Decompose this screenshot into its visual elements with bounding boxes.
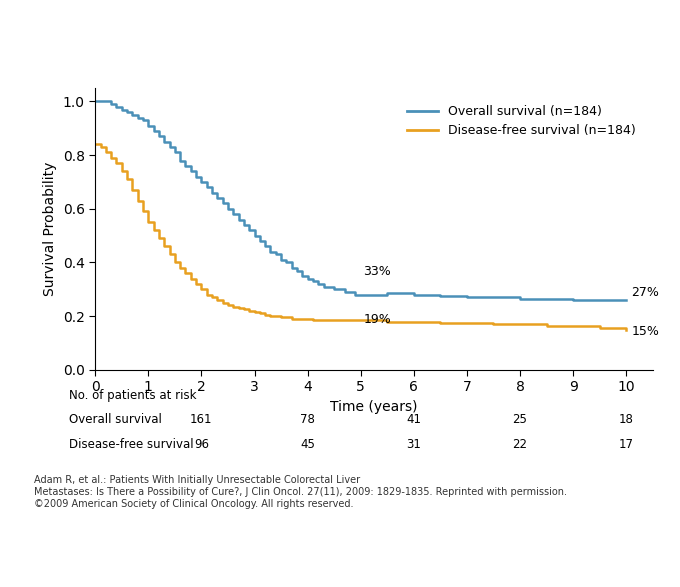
Line: Disease-free survival (n=184): Disease-free survival (n=184): [95, 144, 626, 329]
Line: Overall survival (n=184): Overall survival (n=184): [95, 102, 626, 300]
Overall survival (n=184): [410, 291, 418, 298]
Text: 78: 78: [300, 413, 315, 426]
Text: 161: 161: [190, 413, 213, 426]
Overall survival (n=184): [203, 184, 211, 191]
Overall survival (n=184): [165, 144, 173, 151]
Overall survival (n=184): [155, 133, 163, 140]
Disease-free survival (n=184): [165, 251, 173, 258]
Overall survival (n=184): [282, 259, 290, 266]
Text: 31: 31: [407, 438, 422, 451]
X-axis label: Time (years): Time (years): [330, 400, 418, 414]
Disease-free survival (n=184): [261, 311, 269, 318]
Text: 96: 96: [194, 438, 209, 451]
Disease-free survival (n=184): [91, 141, 99, 148]
Text: 45: 45: [300, 438, 315, 451]
Disease-free survival (n=184): [282, 314, 290, 321]
Overall survival (n=184): [569, 296, 577, 303]
Legend: Overall survival (n=184), Disease-free survival (n=184): Overall survival (n=184), Disease-free s…: [402, 100, 641, 142]
Text: 17: 17: [619, 438, 634, 451]
Overall survival (n=184): [622, 296, 630, 303]
Text: 19%: 19%: [363, 313, 391, 326]
Text: Disease-free survival: Disease-free survival: [69, 438, 193, 451]
Text: Overall and disease-free survival curves of patients with initially unresectable: Overall and disease-free survival curves…: [48, 21, 636, 49]
Overall survival (n=184): [91, 98, 99, 105]
Disease-free survival (n=184): [155, 235, 163, 242]
Disease-free survival (n=184): [622, 326, 630, 333]
Text: Adam R, et al.: Patients With Initially Unresectable Colorectal Liver
Metastases: Adam R, et al.: Patients With Initially …: [33, 475, 566, 509]
Text: 41: 41: [407, 413, 422, 426]
Disease-free survival (n=184): [203, 291, 211, 298]
Text: No. of patients at risk: No. of patients at risk: [69, 389, 196, 402]
Disease-free survival (n=184): [410, 318, 418, 325]
Text: Overall survival: Overall survival: [69, 413, 162, 426]
Text: 18: 18: [619, 413, 634, 426]
Text: 33%: 33%: [363, 265, 391, 278]
Text: 22: 22: [513, 438, 528, 451]
Y-axis label: Survival Probability: Survival Probability: [44, 162, 57, 296]
Text: 15%: 15%: [632, 325, 660, 338]
Text: 図3: 図3: [10, 21, 28, 35]
Text: 27%: 27%: [632, 286, 660, 299]
Overall survival (n=184): [261, 243, 269, 250]
Text: 25: 25: [513, 413, 528, 426]
